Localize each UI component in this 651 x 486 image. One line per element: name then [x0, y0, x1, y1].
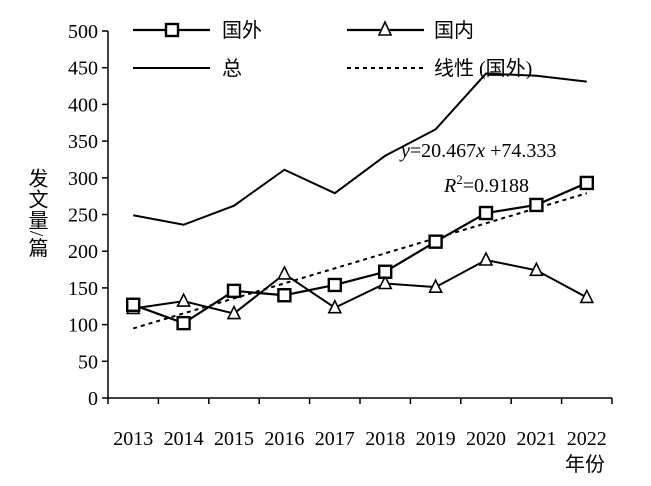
x-tick-label: 2019 [416, 428, 456, 450]
y-tick-label: 0 [88, 388, 98, 410]
series-line-total [133, 72, 587, 226]
y-tick-label: 150 [68, 278, 98, 300]
legend-item-linear: 线性 (国外) [347, 57, 532, 80]
point-domestic [226, 304, 242, 320]
y-tick-label: 50 [78, 351, 98, 373]
y-tick-label: 100 [68, 315, 98, 337]
trend-equation: y=20.467x +74.333 [399, 140, 556, 162]
y-tick-label: 300 [68, 168, 98, 190]
legend: 国外 国内 总 线性 (国外) [133, 19, 532, 80]
legend-marker-triangle [377, 20, 393, 36]
point-domestic [176, 292, 191, 307]
x-tick-label: 2016 [264, 428, 304, 450]
y-tick-label: 200 [68, 241, 98, 263]
y-tick-label: 450 [68, 58, 98, 80]
x-tick-label: 2020 [466, 428, 506, 450]
series-group [125, 72, 595, 331]
y-tick-label: 500 [68, 21, 98, 43]
point-foreign [277, 288, 292, 303]
r2-superscript: 2 [456, 172, 463, 187]
point-domestic [579, 288, 595, 304]
x-tick-label: 2022 [567, 428, 607, 450]
point-foreign [226, 283, 242, 299]
y-axis-ticks: 0 50 100 150 200 250 300 350 400 450 500 [68, 21, 108, 410]
axes [107, 31, 612, 399]
x-tick-label: 2017 [315, 428, 355, 450]
point-domestic [327, 298, 343, 314]
y-axis-title: 发文量/篇 [25, 167, 48, 258]
series-trendline-foreign [132, 192, 588, 330]
legend-label-total: 总 [222, 57, 242, 80]
point-foreign [327, 277, 342, 293]
x-tick-label: 2021 [516, 428, 556, 450]
legend-marker-square [164, 22, 180, 38]
point-foreign [378, 264, 393, 279]
x-tick-label: 2013 [113, 428, 153, 450]
y-tick-label: 400 [68, 94, 98, 116]
point-foreign [125, 297, 141, 312]
point-domestic [377, 274, 393, 290]
point-foreign [478, 205, 494, 221]
legend-item-foreign: 国外 [133, 19, 262, 42]
equation-coefficient: =20.467 [410, 140, 476, 162]
x-tick-label: 2018 [365, 428, 405, 450]
legend-item-total: 总 [133, 57, 242, 80]
point-domestic [428, 278, 443, 293]
r2-symbol: R [443, 175, 456, 197]
x-tick-label: 2015 [214, 428, 254, 450]
point-domestic [478, 251, 494, 266]
legend-label-domestic: 国内 [434, 19, 474, 42]
legend-label-foreign: 国外 [222, 19, 262, 42]
legend-label-linear: 线性 (国外) [434, 57, 532, 80]
point-foreign [579, 175, 594, 191]
equation-x: x [475, 140, 485, 162]
y-tick-label: 350 [68, 131, 98, 153]
equation-y: y [399, 140, 410, 162]
point-foreign [529, 197, 544, 213]
series-line-domestic [133, 258, 588, 315]
equation-intercept: +74.333 [485, 140, 556, 162]
point-domestic [277, 265, 292, 280]
legend-item-domestic: 国内 [347, 19, 474, 42]
series-line-foreign [132, 181, 588, 325]
point-foreign [176, 315, 191, 331]
trend-r-squared: R2=0.9188 [443, 172, 529, 197]
x-axis-title: 年份 [565, 453, 605, 476]
point-foreign [428, 234, 443, 249]
point-domestic [529, 261, 544, 277]
r2-value: =0.9188 [463, 175, 529, 197]
x-axis-ticks: 2013 2014 2015 2016 2017 2018 2019 2020 2021 2022 [107, 398, 613, 450]
x-tick-label: 2014 [164, 428, 204, 450]
y-tick-label: 250 [68, 205, 98, 227]
